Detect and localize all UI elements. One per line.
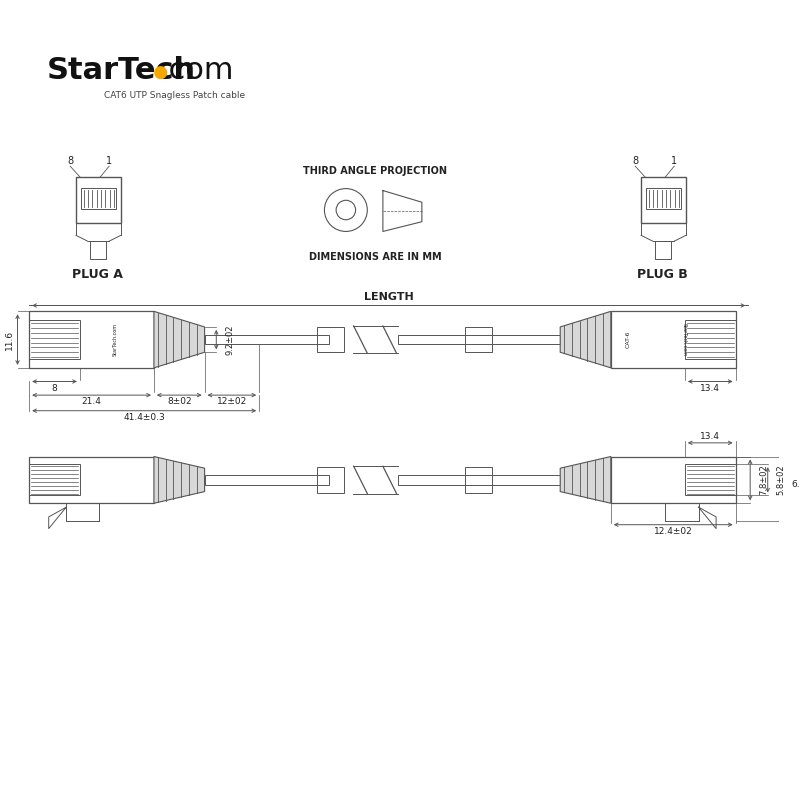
Text: 7.8±02: 7.8±02 (759, 465, 768, 495)
Bar (30, 464, 80, 495)
Bar (611, 457, 735, 503)
Bar (30, 320, 80, 359)
Text: 41.4±0.3: 41.4±0.3 (123, 413, 165, 422)
Text: 8: 8 (632, 156, 638, 166)
Bar (205, 334, 330, 345)
Polygon shape (154, 311, 205, 368)
Bar (317, 467, 344, 493)
Bar (685, 464, 735, 495)
Bar (90, 241, 106, 258)
Text: 21.4: 21.4 (82, 398, 102, 406)
Text: 11.6: 11.6 (6, 330, 14, 350)
Text: 8±02: 8±02 (167, 398, 191, 406)
Text: PLUG B: PLUG B (637, 268, 688, 281)
Text: 8: 8 (67, 156, 74, 166)
Bar (654, 241, 671, 258)
Text: DIMENSIONS ARE IN MM: DIMENSIONS ARE IN MM (309, 252, 442, 262)
Text: THIRD ANGLE PROJECTION: THIRD ANGLE PROJECTION (303, 166, 447, 176)
Bar (76, 177, 121, 222)
Text: CAT6 UTP Snagless Patch cable: CAT6 UTP Snagless Patch cable (104, 90, 246, 99)
Bar (30, 311, 154, 368)
Bar (646, 188, 681, 209)
Bar (81, 188, 116, 209)
Bar (641, 177, 686, 222)
Bar (398, 334, 560, 345)
Text: 1: 1 (106, 156, 112, 166)
Text: 1: 1 (671, 156, 678, 166)
Bar (465, 327, 492, 352)
Text: 8: 8 (52, 384, 58, 393)
Text: 12±02: 12±02 (217, 398, 247, 406)
Text: StarTech.com: StarTech.com (113, 323, 118, 356)
Bar (465, 467, 492, 493)
Polygon shape (154, 457, 205, 503)
Text: StarTech.com: StarTech.com (682, 323, 686, 356)
Circle shape (155, 67, 166, 78)
Polygon shape (560, 311, 611, 368)
Bar (30, 457, 154, 503)
Bar (205, 475, 330, 485)
Text: .com: .com (160, 56, 234, 85)
Bar (317, 327, 344, 352)
Text: CAT-6: CAT-6 (626, 331, 631, 348)
Bar (398, 475, 560, 485)
Polygon shape (560, 457, 611, 503)
Text: 5.8±02: 5.8±02 (777, 465, 786, 495)
Text: 12.4±02: 12.4±02 (654, 527, 693, 536)
Text: 13.4: 13.4 (700, 431, 720, 441)
Text: 6.5: 6.5 (792, 480, 800, 490)
Text: LENGTH: LENGTH (364, 292, 414, 302)
Text: 13.4: 13.4 (700, 384, 720, 393)
Bar (611, 311, 735, 368)
Text: StarTech: StarTech (46, 56, 196, 85)
Bar (685, 320, 735, 359)
Text: PLUG A: PLUG A (72, 268, 123, 281)
Text: 9.2±02: 9.2±02 (226, 324, 234, 355)
